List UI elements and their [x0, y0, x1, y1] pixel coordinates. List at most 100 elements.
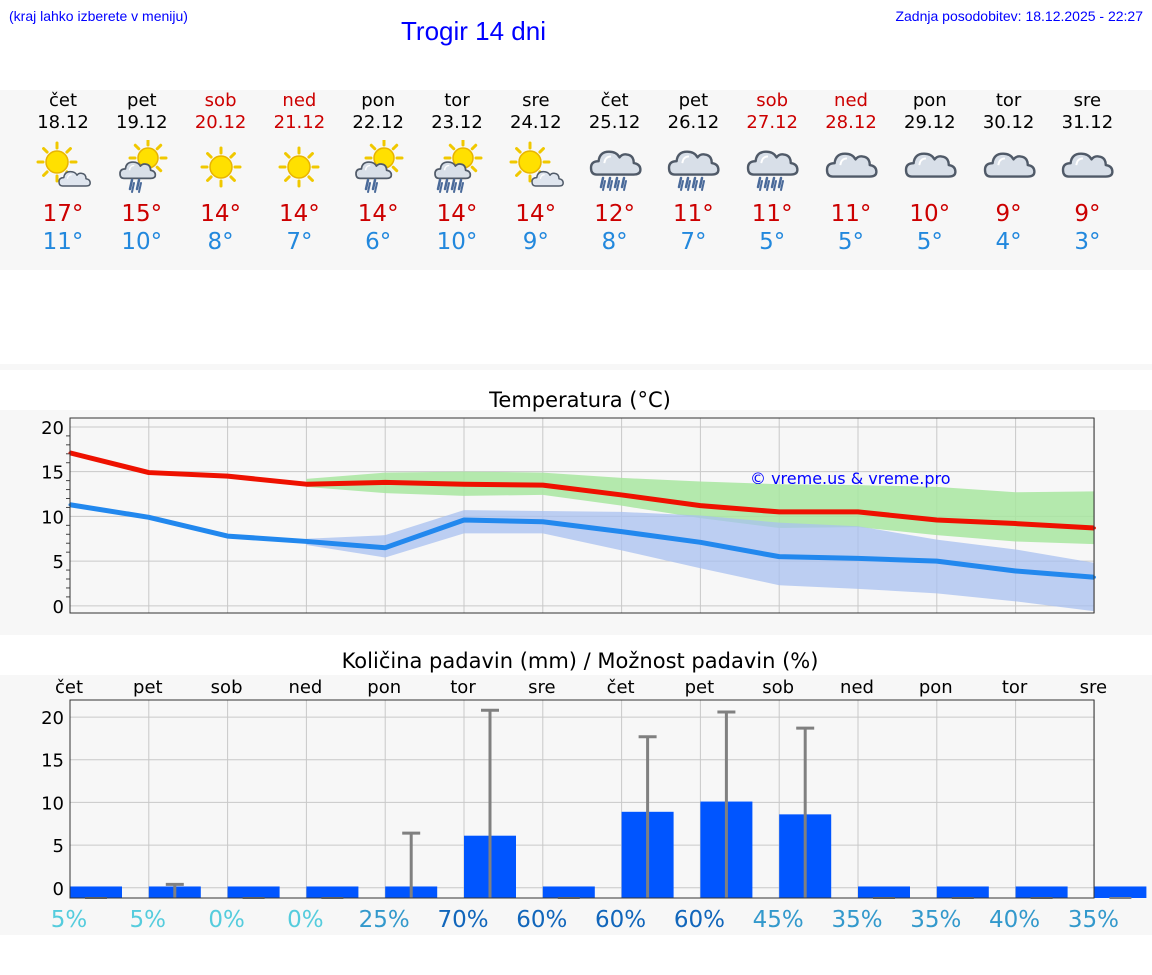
sun-cloud-heavy-rain-icon: [412, 140, 502, 194]
precip-bar: [306, 886, 359, 898]
precip-bar: [227, 886, 280, 898]
sun-icon: [254, 140, 344, 194]
precip-chance: 0%: [287, 907, 324, 933]
day-date: 26.12: [667, 112, 720, 133]
precip-day-label: ned: [288, 677, 322, 698]
day-column: čet 18.12 17° 11°: [18, 90, 108, 256]
max-temp-line-point: [620, 493, 624, 497]
min-temp-line-point: [620, 530, 624, 534]
max-temp: 14°: [515, 201, 557, 227]
day-column: sob 27.12 11° 5°: [727, 90, 817, 256]
max-temp-line-point: [935, 518, 939, 522]
day-date: 30.12: [982, 112, 1035, 133]
max-temp: 11°: [751, 201, 793, 227]
day-date: 22.12: [352, 112, 404, 133]
min-temp: 7°: [286, 229, 313, 255]
day-column: ned 28.12 11° 5°: [806, 90, 896, 256]
day-date: 31.12: [1061, 112, 1114, 133]
max-temp-line-point: [541, 483, 545, 487]
cloud-heavy-rain-icon: [648, 140, 738, 194]
max-temp-line-point: [1014, 522, 1018, 526]
day-name: sre: [522, 90, 550, 111]
precip-bar: [542, 886, 595, 898]
location-hint[interactable]: (kraj lahko izberete v meniju): [9, 8, 188, 24]
precip-chance: 60%: [516, 907, 567, 933]
day-column: pon 29.12 10° 5°: [885, 90, 975, 256]
max-temp-line-point: [304, 482, 308, 486]
y-tick-label: 5: [53, 836, 64, 857]
day-column: sob 20.12 14° 8°: [176, 90, 266, 256]
sun-icon: [176, 140, 266, 194]
plot-area: [70, 700, 1094, 898]
day-date: 21.12: [273, 112, 326, 133]
max-temp: 14°: [357, 201, 399, 227]
day-column: pet 19.12 15° 10°: [97, 90, 187, 256]
max-temp: 17°: [42, 201, 84, 227]
day-date: 23.12: [431, 112, 483, 133]
precip-chance: 25%: [359, 907, 410, 933]
min-temp-line-point: [147, 515, 151, 519]
day-date: 27.12: [746, 112, 798, 133]
min-temp: 5°: [837, 229, 865, 255]
cloud-heavy-rain-icon: [570, 140, 660, 194]
plot-frame: [69, 417, 1095, 614]
day-name: sob: [204, 90, 237, 111]
precip-chance: 35%: [910, 907, 961, 933]
day-column: sre 31.12 9° 3°: [1042, 90, 1132, 256]
precip-chance: 40%: [989, 907, 1040, 933]
precipitation-chart-title: Količina padavin (mm) / Možnost padavin …: [341, 649, 819, 673]
min-temp: 4°: [995, 229, 1022, 255]
max-temp: 15°: [121, 201, 163, 227]
y-tick-label: 0: [53, 879, 64, 900]
min-temp-line: [69, 502, 1095, 580]
precip-bar: [1015, 886, 1068, 898]
max-temp: 11°: [830, 201, 872, 227]
max-temp: 14°: [200, 201, 241, 227]
precip-day-label: sob: [211, 677, 243, 698]
day-column: pet 26.12 11° 7°: [648, 90, 738, 256]
precip-bar: [936, 886, 989, 898]
cloud-icon: [1042, 140, 1132, 194]
sun-small-cloud-icon: [18, 140, 108, 194]
cloud-icon: [885, 140, 975, 194]
day-name: sre: [1073, 90, 1102, 111]
day-date: 19.12: [116, 112, 168, 133]
min-temp: 6°: [365, 229, 392, 255]
cloud-icon: [964, 140, 1054, 194]
min-temp: 5°: [916, 229, 943, 255]
min-temp: 8°: [207, 229, 234, 255]
precip-day-label: sob: [762, 677, 794, 698]
min-temp-line-point: [304, 539, 308, 543]
y-tick-label: 20: [41, 708, 64, 729]
precip-day-label: pet: [685, 677, 715, 698]
day-date: 28.12: [825, 112, 877, 133]
precip-day-label: tor: [1002, 677, 1028, 698]
day-name: pet: [678, 90, 709, 111]
precip-chance: 60%: [674, 907, 725, 933]
precip-chance: 60%: [595, 907, 646, 933]
sun-cloud-rain-icon: [97, 140, 187, 194]
max-temp-line-point: [698, 504, 702, 508]
max-temp-line-point: [383, 480, 387, 484]
min-temp: 7°: [680, 229, 707, 255]
precip-bar: [1094, 886, 1147, 898]
day-name: ned: [282, 90, 317, 111]
min-temp-line-point: [226, 534, 230, 538]
day-date: 25.12: [588, 112, 641, 133]
y-tick-label: 0: [53, 597, 64, 618]
min-temp: 9°: [522, 229, 549, 255]
min-temp-line-point: [383, 546, 387, 550]
sun-small-cloud-icon: [491, 140, 581, 194]
min-temp: 3°: [1074, 229, 1101, 255]
day-name: tor: [995, 90, 1022, 111]
day-name: pon: [912, 90, 947, 111]
precip-chance: 35%: [1068, 907, 1119, 933]
precip-day-label: sre: [528, 677, 555, 698]
max-temp: 14°: [436, 201, 478, 227]
max-temp: 10°: [909, 201, 951, 227]
temperature-chart: 0 5 10 15 20 © vreme.us & vreme.pro: [41, 417, 1096, 618]
watermark: © vreme.us & vreme.pro: [750, 469, 951, 488]
min-temp: 10°: [436, 229, 478, 255]
day-name: ned: [834, 90, 868, 111]
precip-chance: 35%: [831, 907, 882, 933]
